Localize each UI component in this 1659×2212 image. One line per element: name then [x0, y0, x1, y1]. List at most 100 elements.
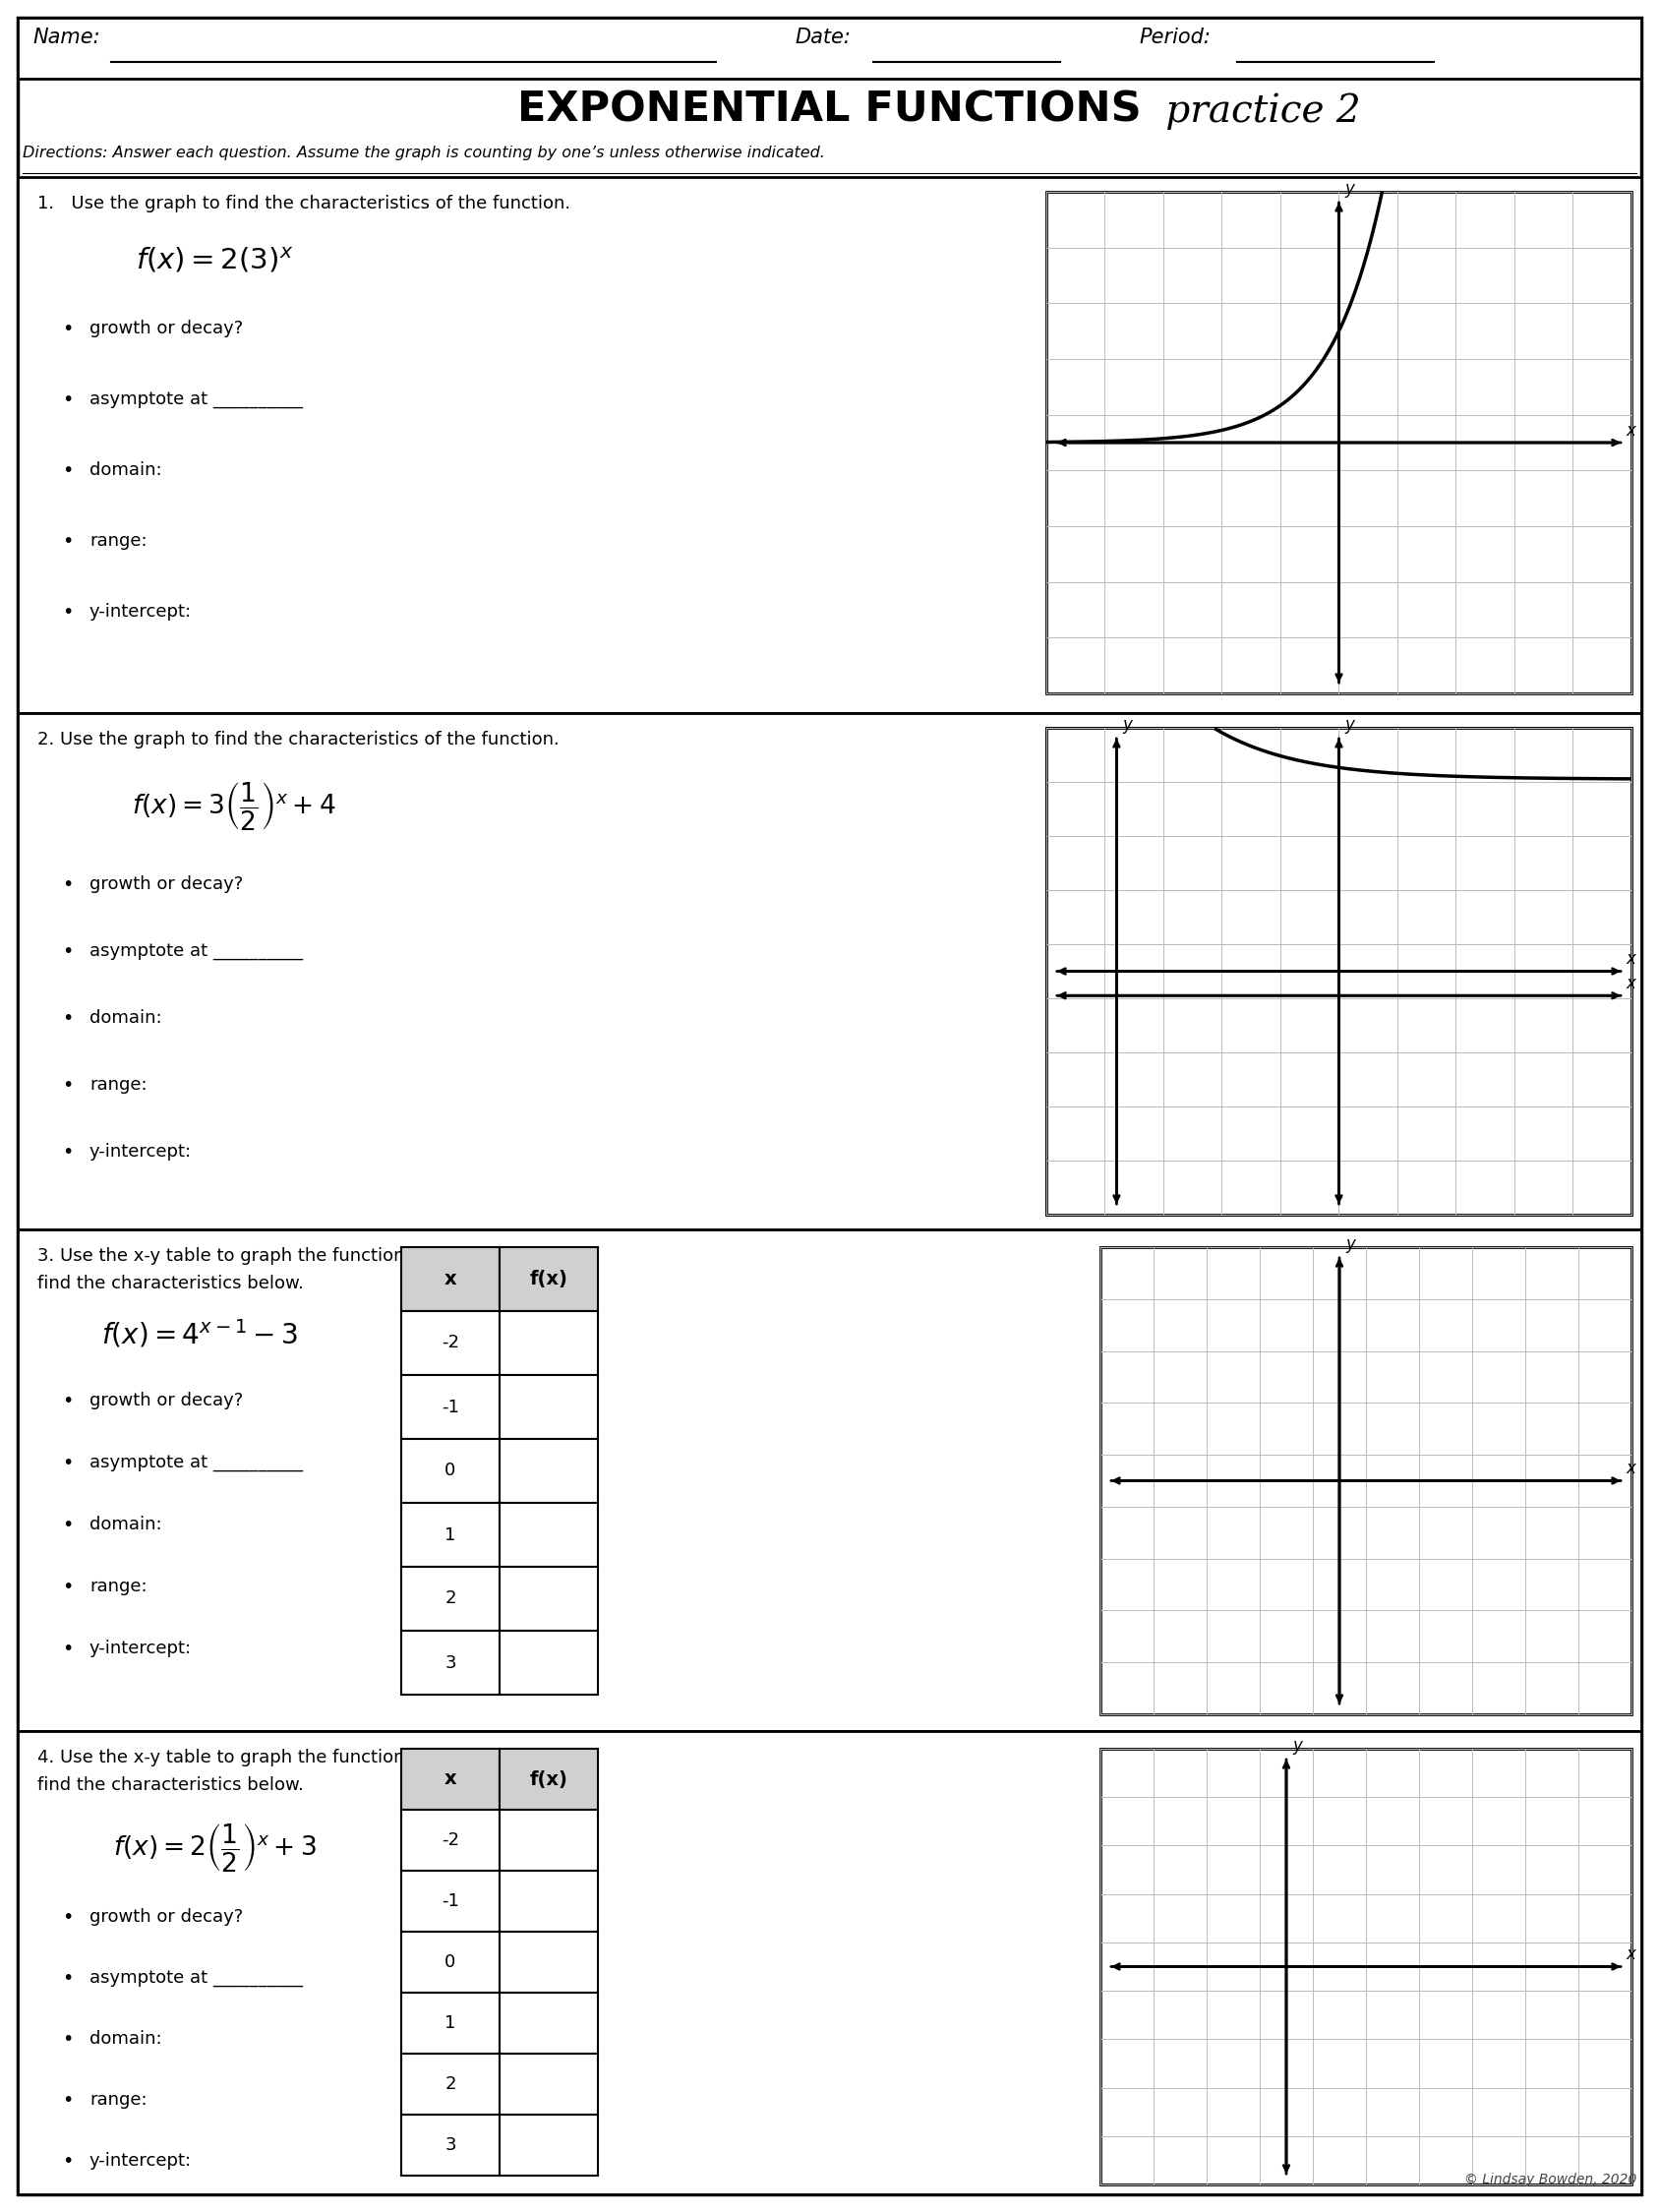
- Text: y-intercept:: y-intercept:: [90, 1639, 192, 1657]
- Bar: [1100, 1248, 1631, 1714]
- Text: •: •: [61, 533, 73, 551]
- Text: •: •: [61, 1075, 73, 1095]
- Text: f(x): f(x): [529, 1270, 567, 1287]
- Text: y-intercept:: y-intercept:: [90, 604, 192, 622]
- Text: x: x: [1626, 1460, 1636, 1478]
- Bar: [499, 1502, 597, 1566]
- Text: x: x: [445, 1770, 456, 1790]
- Bar: [401, 1750, 499, 1809]
- Bar: [1100, 1750, 1631, 2185]
- Text: growth or decay?: growth or decay?: [90, 321, 244, 338]
- Text: growth or decay?: growth or decay?: [90, 876, 244, 894]
- Bar: [499, 1440, 597, 1502]
- Text: 0: 0: [445, 1953, 456, 1971]
- Text: $f(x) = 2(3)^x$: $f(x) = 2(3)^x$: [136, 246, 294, 274]
- Text: © Lindsay Bowden, 2020: © Lindsay Bowden, 2020: [1463, 2172, 1636, 2185]
- Text: EXPONENTIAL FUNCTIONS: EXPONENTIAL FUNCTIONS: [518, 88, 1141, 131]
- Bar: [499, 2115, 597, 2177]
- Text: domain:: domain:: [90, 1009, 163, 1026]
- Text: x: x: [445, 1270, 456, 1287]
- Bar: [401, 2115, 499, 2177]
- Bar: [401, 1871, 499, 1931]
- Text: $f(x) = 2\left(\dfrac{1}{2}\right)^x + 3$: $f(x) = 2\left(\dfrac{1}{2}\right)^x + 3…: [113, 1820, 317, 1874]
- Text: x: x: [1626, 422, 1636, 440]
- Text: asymptote at __________: asymptote at __________: [90, 1969, 304, 1986]
- Text: y: y: [1345, 1234, 1355, 1252]
- Text: •: •: [61, 1144, 73, 1161]
- Text: 0: 0: [445, 1462, 456, 1480]
- Text: •: •: [61, 2090, 73, 2110]
- Bar: [401, 1809, 499, 1871]
- Text: $f(x) = 4^{x-1} - 3$: $f(x) = 4^{x-1} - 3$: [101, 1318, 299, 1349]
- Text: asymptote at __________: asymptote at __________: [90, 392, 304, 409]
- Text: y: y: [1292, 1736, 1302, 1754]
- Text: •: •: [61, 1515, 73, 1535]
- Text: •: •: [61, 1969, 73, 1989]
- Bar: [499, 1750, 597, 1809]
- Bar: [499, 1871, 597, 1931]
- Text: 3: 3: [445, 1655, 456, 1672]
- Bar: [18, 18, 1641, 80]
- Text: •: •: [61, 1577, 73, 1597]
- Text: Directions: Answer each question. Assume the graph is counting by one’s unless o: Directions: Answer each question. Assume…: [23, 146, 825, 159]
- Bar: [401, 1440, 499, 1502]
- Text: Name:: Name:: [33, 27, 100, 46]
- Text: range:: range:: [90, 2090, 148, 2108]
- Bar: [499, 1809, 597, 1871]
- Text: 3: 3: [445, 2137, 456, 2154]
- Bar: [401, 1502, 499, 1566]
- Bar: [401, 1993, 499, 2053]
- Text: •: •: [61, 876, 73, 894]
- Text: domain:: domain:: [90, 462, 163, 480]
- Bar: [401, 1248, 499, 1312]
- Text: •: •: [61, 1909, 73, 1927]
- Bar: [499, 2053, 597, 2115]
- Bar: [499, 1630, 597, 1694]
- Bar: [18, 1230, 1641, 1732]
- Bar: [499, 1931, 597, 1993]
- Bar: [401, 1376, 499, 1440]
- Text: x: x: [1626, 1947, 1636, 1964]
- Bar: [1047, 192, 1631, 692]
- Text: 2. Use the graph to find the characteristics of the function.: 2. Use the graph to find the characteris…: [38, 730, 559, 748]
- Text: •: •: [61, 392, 73, 409]
- Text: y: y: [1123, 717, 1131, 734]
- Text: asymptote at __________: asymptote at __________: [90, 1453, 304, 1471]
- Text: range:: range:: [90, 1075, 148, 1093]
- Text: 1: 1: [445, 1526, 456, 1544]
- Text: -2: -2: [441, 1832, 460, 1849]
- Text: 1: 1: [445, 2015, 456, 2033]
- Text: •: •: [61, 1009, 73, 1029]
- Text: x: x: [1626, 951, 1636, 969]
- Text: f(x): f(x): [529, 1770, 567, 1790]
- Text: •: •: [61, 942, 73, 960]
- Text: asymptote at __________: asymptote at __________: [90, 942, 304, 960]
- Text: y-intercept:: y-intercept:: [90, 2152, 192, 2170]
- Bar: [401, 1630, 499, 1694]
- Bar: [401, 1312, 499, 1376]
- Text: •: •: [61, 2152, 73, 2170]
- Bar: [499, 1248, 597, 1312]
- Text: domain:: domain:: [90, 1515, 163, 1533]
- Bar: [499, 1312, 597, 1376]
- Text: domain:: domain:: [90, 2031, 163, 2048]
- Text: 2: 2: [445, 1590, 456, 1608]
- Text: -1: -1: [441, 1398, 460, 1416]
- Text: •: •: [61, 2031, 73, 2048]
- Text: 1.   Use the graph to find the characteristics of the function.: 1. Use the graph to find the characteris…: [38, 195, 571, 212]
- Text: y-intercept:: y-intercept:: [90, 1144, 192, 1161]
- Text: •: •: [61, 1639, 73, 1659]
- Text: •: •: [61, 1453, 73, 1473]
- Text: $f(x) = 3\left(\dfrac{1}{2}\right)^x + 4$: $f(x) = 3\left(\dfrac{1}{2}\right)^x + 4…: [133, 781, 337, 832]
- Text: find the characteristics below.: find the characteristics below.: [38, 1776, 304, 1794]
- Text: •: •: [61, 1391, 73, 1411]
- Text: growth or decay?: growth or decay?: [90, 1391, 244, 1409]
- Text: 3. Use the x-y table to graph the function. Then: 3. Use the x-y table to graph the functi…: [38, 1248, 460, 1265]
- Bar: [499, 1376, 597, 1440]
- Bar: [401, 1566, 499, 1630]
- Bar: [1047, 728, 1631, 1214]
- Text: y: y: [1345, 179, 1354, 197]
- Bar: [499, 1993, 597, 2053]
- Text: •: •: [61, 462, 73, 480]
- Text: -2: -2: [441, 1334, 460, 1352]
